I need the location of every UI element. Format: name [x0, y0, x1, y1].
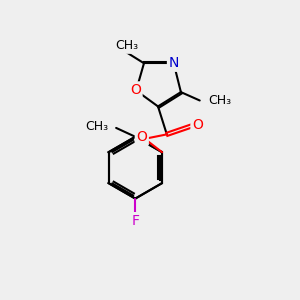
Text: CH₃: CH₃	[208, 94, 231, 107]
Text: CH₃: CH₃	[85, 120, 108, 133]
Text: O: O	[130, 83, 141, 97]
Text: O: O	[136, 130, 147, 144]
Text: N: N	[169, 56, 179, 70]
Text: F: F	[131, 214, 139, 228]
Text: CH₃: CH₃	[115, 39, 138, 52]
Text: O: O	[192, 118, 203, 132]
